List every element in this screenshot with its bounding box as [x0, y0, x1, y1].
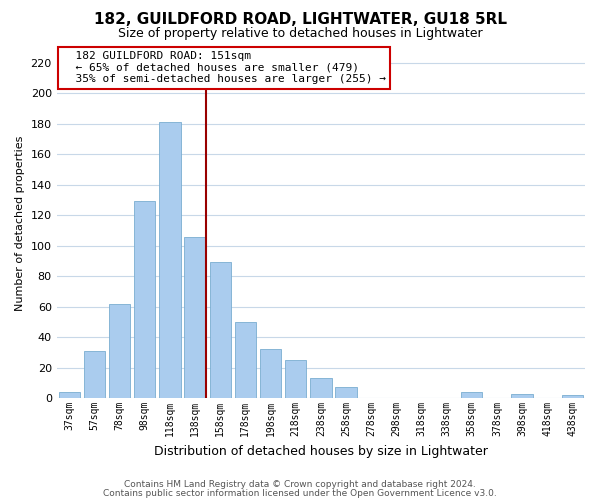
Bar [285, 360, 307, 398]
Bar [134, 202, 155, 398]
Bar [511, 394, 533, 398]
Bar [84, 351, 105, 398]
Bar [235, 322, 256, 398]
Bar [335, 388, 356, 398]
Bar [310, 378, 332, 398]
Bar [184, 236, 206, 398]
Y-axis label: Number of detached properties: Number of detached properties [15, 135, 25, 310]
Text: 182, GUILDFORD ROAD, LIGHTWATER, GU18 5RL: 182, GUILDFORD ROAD, LIGHTWATER, GU18 5R… [94, 12, 506, 28]
Bar [109, 304, 130, 398]
Bar [159, 122, 181, 398]
Text: Size of property relative to detached houses in Lightwater: Size of property relative to detached ho… [118, 28, 482, 40]
Bar [59, 392, 80, 398]
Bar [562, 395, 583, 398]
Bar [461, 392, 482, 398]
Bar [260, 350, 281, 398]
Text: Contains HM Land Registry data © Crown copyright and database right 2024.: Contains HM Land Registry data © Crown c… [124, 480, 476, 489]
Bar [209, 262, 231, 398]
X-axis label: Distribution of detached houses by size in Lightwater: Distribution of detached houses by size … [154, 444, 488, 458]
Text: 182 GUILDFORD ROAD: 151sqm
  ← 65% of detached houses are smaller (479)
  35% of: 182 GUILDFORD ROAD: 151sqm ← 65% of deta… [62, 51, 386, 84]
Text: Contains public sector information licensed under the Open Government Licence v3: Contains public sector information licen… [103, 488, 497, 498]
